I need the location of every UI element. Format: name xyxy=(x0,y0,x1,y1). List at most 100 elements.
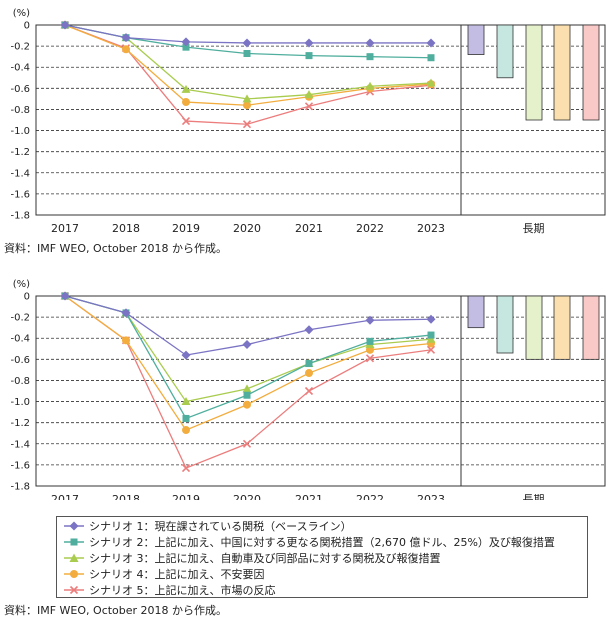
legend-item-5: シナリオ 5：上記に加え、市場の反応 xyxy=(63,582,276,598)
y-tick-label: -0.6 xyxy=(10,355,30,366)
legend-label-4: シナリオ 4：上記に加え、不安要因 xyxy=(89,568,265,581)
series-point-1 xyxy=(365,315,375,325)
long-run-bar xyxy=(467,24,485,55)
series-point-3 xyxy=(304,90,314,99)
series-point-2 xyxy=(366,53,374,61)
x-tick-label: 2023 xyxy=(417,222,445,235)
y-tick-label: -0.6 xyxy=(10,84,30,95)
series-point-1 xyxy=(365,38,375,48)
legend-marker-3 xyxy=(69,553,79,562)
series-point-1 xyxy=(242,38,252,48)
y-tick-label: -1.8 xyxy=(10,482,30,493)
x-tick-label: 2019 xyxy=(172,222,200,235)
x-tick-label: 2020 xyxy=(233,493,261,500)
series-point-5 xyxy=(242,439,252,448)
series-point-4 xyxy=(243,400,251,409)
series-point-1 xyxy=(426,314,436,324)
series-point-5 xyxy=(181,463,191,473)
long-run-label: 長期 xyxy=(523,493,545,500)
x-tick-label: 2021 xyxy=(295,493,323,500)
series-point-4 xyxy=(243,101,251,110)
series-point-1 xyxy=(121,33,131,43)
series-point-1 xyxy=(60,20,70,30)
legend-marker-2 xyxy=(70,538,78,546)
legend-item-3: シナリオ 3：上記に加え、自動車及び同部品に対する関税及び報復措置 xyxy=(63,550,441,566)
legend-marker-1 xyxy=(69,521,79,531)
y-tick-label: -1.6 xyxy=(10,189,30,200)
series-point-2 xyxy=(182,414,190,422)
long-run-bar xyxy=(496,24,514,79)
triangle-marker-icon xyxy=(64,553,84,562)
legend-item-2: シナリオ 2：上記に加え、中国に対する更なる関税措置（2,670 億ドル、25%… xyxy=(63,534,555,550)
series-point-5 xyxy=(365,354,375,363)
y-tick-label: 0 xyxy=(24,21,30,32)
series-point-2 xyxy=(427,54,435,62)
x-tick-label: 2022 xyxy=(356,493,384,500)
legend-label-1: シナリオ 1：現在課されている関税（ベースライン） xyxy=(89,520,352,533)
series-point-2 xyxy=(305,360,313,368)
y-tick-label: -1.0 xyxy=(10,126,30,137)
x-tick-label: 2022 xyxy=(356,222,384,235)
y-tick-label: -0.8 xyxy=(10,105,30,116)
series-point-5 xyxy=(304,386,314,396)
y-tick-label: -1.4 xyxy=(10,439,30,450)
y-axis-unit-label: (%) xyxy=(13,279,30,290)
y-tick-label: -1.4 xyxy=(10,168,30,179)
x-tick-label: 2019 xyxy=(172,493,200,500)
x-tick-label: 2020 xyxy=(233,222,261,235)
series-point-1 xyxy=(121,308,131,318)
x-tick-label: 2018 xyxy=(112,493,140,500)
y-axis-unit-label: (%) xyxy=(13,8,30,19)
y-tick-label: -0.4 xyxy=(10,334,30,345)
legend: シナリオ 1：現在課されている関税（ベースライン） シナリオ 2：上記に加え、中… xyxy=(56,516,588,598)
series-point-1 xyxy=(242,340,252,350)
y-tick-label: -1.2 xyxy=(10,147,30,158)
series-point-1 xyxy=(181,37,191,47)
y-tick-label: -1.2 xyxy=(10,418,30,429)
x-tick-label: 2017 xyxy=(51,493,79,500)
series-point-1 xyxy=(426,38,436,48)
series-point-3 xyxy=(426,78,436,87)
y-tick-label: -0.8 xyxy=(10,376,30,387)
series-point-1 xyxy=(60,291,70,301)
x-tick-label: 2018 xyxy=(112,222,140,235)
circle-marker-icon xyxy=(64,570,84,578)
series-point-3 xyxy=(365,81,375,90)
series-point-4 xyxy=(122,336,130,345)
series-point-3 xyxy=(242,384,252,393)
y-tick-label: -1.6 xyxy=(10,460,30,471)
plot-frame xyxy=(35,295,606,487)
series-point-2 xyxy=(305,52,313,60)
long-run-label: 長期 xyxy=(523,222,545,235)
plot-frame xyxy=(35,24,606,216)
legend-item-1: シナリオ 1：現在課されている関税（ベースライン） xyxy=(63,518,352,534)
long-run-bar xyxy=(553,295,571,360)
y-tick-label: -0.2 xyxy=(10,42,30,53)
series-point-4 xyxy=(182,98,190,107)
legend-label-5: シナリオ 5：上記に加え、市場の反応 xyxy=(89,584,276,597)
series-point-5 xyxy=(426,345,436,354)
series-point-5 xyxy=(242,120,252,129)
series-point-4 xyxy=(305,369,313,378)
long-run-bar xyxy=(582,24,600,121)
x-tick-label: 2017 xyxy=(51,222,79,235)
series-point-3 xyxy=(181,84,191,93)
long-run-bar xyxy=(582,295,600,360)
chart-1: 0 -0.2 -0.4 -0.6 -0.8 -1.0 -1.2 -1.4 -1.6 -1.8 (%)… xyxy=(10,8,606,235)
legend-marker-4 xyxy=(70,570,78,578)
series-point-5 xyxy=(181,116,191,126)
series-point-1 xyxy=(181,350,191,360)
chart-2: 0 -0.2 -0.4 -0.6 -0.8 -1.0 -1.2 -1.4 -1.6 -1.8 (%)… xyxy=(10,279,606,500)
legend-label-3: シナリオ 3：上記に加え、自動車及び同部品に対する関税及び報復措置 xyxy=(89,552,441,565)
series-line-4 xyxy=(64,295,432,431)
y-tick-label: 0 xyxy=(24,292,30,303)
legend-label-2: シナリオ 2：上記に加え、中国に対する更なる関税措置（2,670 億ドル、25%… xyxy=(89,536,555,549)
series-point-2 xyxy=(366,337,374,345)
square-marker-icon xyxy=(64,538,84,546)
series-point-3 xyxy=(242,94,252,103)
y-tick-label: -1.8 xyxy=(10,211,30,222)
legend-item-4: シナリオ 4：上記に加え、不安要因 xyxy=(63,566,265,582)
long-run-bar xyxy=(496,295,514,354)
long-run-bar xyxy=(467,295,485,329)
